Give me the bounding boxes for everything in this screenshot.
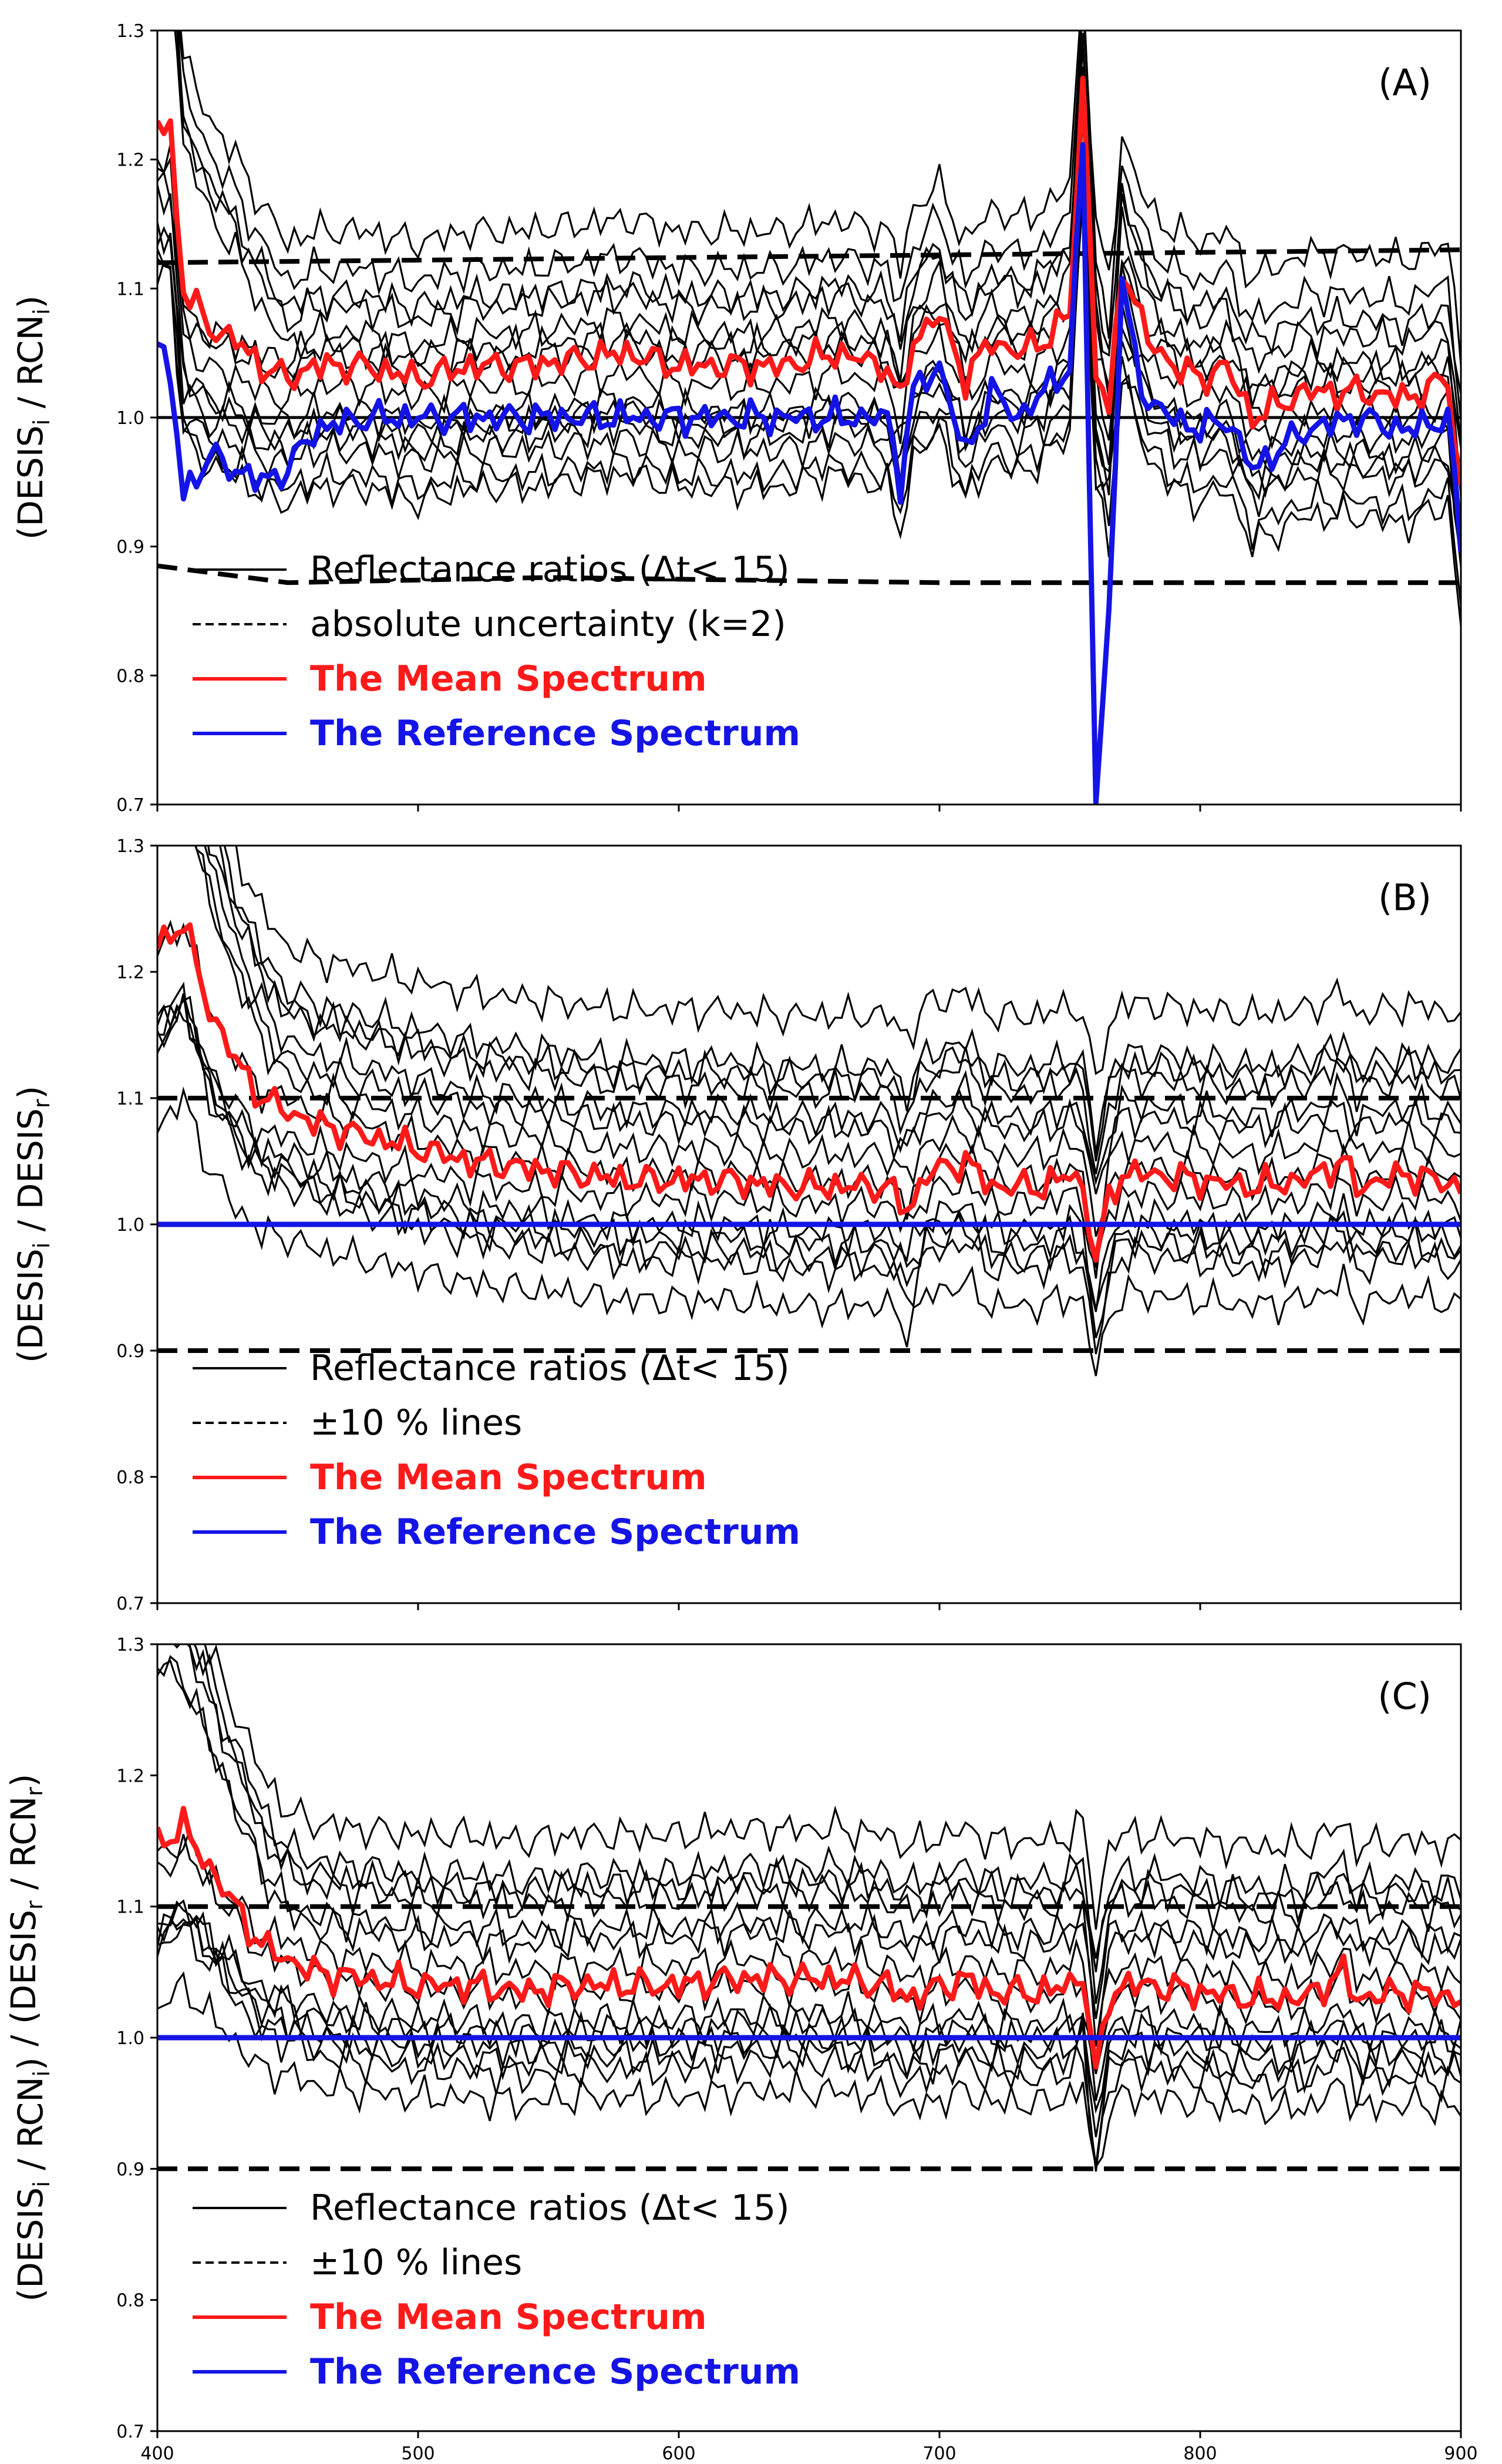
- legend-dashed-label: ±10 % lines: [310, 1402, 522, 1443]
- x-tick-label: 900: [1444, 2443, 1477, 2464]
- panel-a: 1.3 1.2 1.1 1.0 0.9 0.8 0.7 (A) (DESISi / RCNi) R…: [11, 21, 1462, 816]
- x-tick-label: 500: [401, 2443, 435, 2464]
- ratio-line: [157, 1971, 1461, 2170]
- ratio-line: [235, 846, 1461, 1075]
- y-tick-label: 1.1: [116, 1897, 144, 1918]
- legend-dashed-label: absolute uncertainty (k=2): [310, 604, 786, 645]
- ratio-line: [188, 1644, 1461, 2004]
- legend-reference-label: The Reference Spectrum: [310, 713, 800, 754]
- x-tick-label: 800: [1183, 2443, 1217, 2464]
- ratio-line: [157, 981, 1461, 1338]
- ratio-line: [176, 31, 1461, 420]
- legend: Reflectance ratios (Δt< 15) absolute unce…: [193, 549, 800, 754]
- ratio-line: [194, 846, 1461, 1237]
- lower-dashed-line: [157, 563, 1461, 585]
- legend-mean-label: The Mean Spectrum: [310, 658, 707, 699]
- y-tick-label: 1.3: [116, 21, 144, 42]
- plot-area: [157, 31, 1461, 804]
- plot-area: [157, 1644, 1461, 2172]
- x-tick-label: 700: [922, 2443, 956, 2464]
- y-tick-label: 0.9: [116, 537, 144, 558]
- legend-ratio-label: Reflectance ratios (Δt< 15): [310, 1348, 790, 1389]
- legend: Reflectance ratios (Δt< 15) ±10 % lines Th…: [193, 1348, 800, 1553]
- y-tick-label: 0.9: [116, 2159, 144, 2180]
- ratio-line: [194, 846, 1461, 1194]
- y-tick-label: 0.8: [116, 1467, 144, 1488]
- ratio-line: [157, 1655, 1461, 2047]
- legend-mean-label: The Mean Spectrum: [310, 1457, 707, 1498]
- y-tick-label: 1.0: [116, 2028, 144, 2049]
- y-tick-label: 1.1: [116, 279, 144, 299]
- ratio-line: [204, 846, 1461, 1186]
- legend-mean-label: The Mean Spectrum: [310, 2297, 707, 2338]
- ratio-line: [157, 100, 1461, 529]
- y-tick-label: 1.2: [116, 1766, 144, 1786]
- ratio-line: [157, 994, 1461, 1310]
- legend-reference-label: The Reference Spectrum: [310, 1512, 800, 1553]
- mean-spectrum-line: [157, 75, 1461, 486]
- y-tick-label: 1.3: [116, 1635, 144, 1655]
- y-tick-label: 0.9: [116, 1341, 144, 1362]
- y-tick-label: 1.1: [116, 1089, 144, 1109]
- ratio-line: [157, 66, 1461, 470]
- ratio-line: [157, 194, 1461, 605]
- ratio-line: [157, 1660, 1461, 2019]
- ratio-line: [180, 31, 1461, 365]
- legend: Reflectance ratios (Δt< 15) ±10 % lines Th…: [193, 2187, 800, 2392]
- legend-reference-label: The Reference Spectrum: [310, 2351, 800, 2392]
- legend-ratio-label: Reflectance ratios (Δt< 15): [310, 2187, 790, 2229]
- y-axis-label: (DESISi / DESISr): [11, 1086, 55, 1363]
- ratio-line: [157, 1899, 1461, 2114]
- ratio-line: [157, 993, 1461, 1312]
- y-axis-label: (DESISi / RCNi): [11, 295, 55, 540]
- ratio-line: [157, 1003, 1461, 1355]
- ratio-line: [177, 31, 1461, 443]
- ratio-line: [157, 85, 1461, 449]
- y-tick-label: 0.7: [116, 795, 144, 816]
- plot-area: [157, 846, 1461, 1376]
- ratio-line: [173, 1644, 1461, 1972]
- upper-dashed-line: [157, 247, 1461, 265]
- ratio-line: [223, 846, 1461, 1154]
- legend-dashed-label: ±10 % lines: [310, 2242, 522, 2283]
- x-tick-label: 400: [140, 2443, 174, 2464]
- y-tick-label: 1.0: [116, 1215, 144, 1236]
- ratio-line: [157, 995, 1461, 1270]
- y-tick-label: 1.2: [116, 962, 144, 983]
- panel-label: (A): [1378, 61, 1432, 104]
- legend-ratio-label: Reflectance ratios (Δt< 15): [310, 549, 790, 590]
- ratio-line: [157, 1900, 1461, 2101]
- panel-label: (B): [1378, 876, 1432, 919]
- panel-label: (C): [1378, 1675, 1432, 1718]
- y-tick-label: 1.3: [116, 836, 144, 857]
- ratio-line: [178, 31, 1461, 395]
- y-tick-label: 1.2: [116, 150, 144, 171]
- ratio-line: [204, 1644, 1461, 1930]
- ratio-line: [157, 180, 1461, 627]
- y-tick-label: 0.8: [116, 2291, 144, 2311]
- x-tick-label: 600: [662, 2443, 695, 2464]
- ratio-line: [157, 1086, 1461, 1376]
- mean-spectrum-line: [157, 922, 1461, 1263]
- panel-b: 1.3 1.2 1.1 1.0 0.9 0.8 0.7 (B) (DESISi / DESISr…: [11, 836, 1462, 1614]
- y-tick-label: 0.8: [116, 666, 144, 686]
- ratio-line: [207, 846, 1461, 1162]
- ratio-line: [193, 1644, 1461, 1959]
- y-tick-label: 0.7: [116, 1594, 144, 1614]
- y-axis-label: (DESISi / RCNi) / (DESISr / RCNr): [4, 1774, 55, 2302]
- mean-spectrum-line: [157, 1806, 1461, 2070]
- y-tick-label: 1.0: [116, 408, 144, 429]
- ratio-line: [219, 846, 1461, 1174]
- ratio-line: [157, 1921, 1461, 2172]
- y-tick-label: 0.7: [116, 2422, 144, 2442]
- reference-spectrum-line: [157, 142, 1461, 804]
